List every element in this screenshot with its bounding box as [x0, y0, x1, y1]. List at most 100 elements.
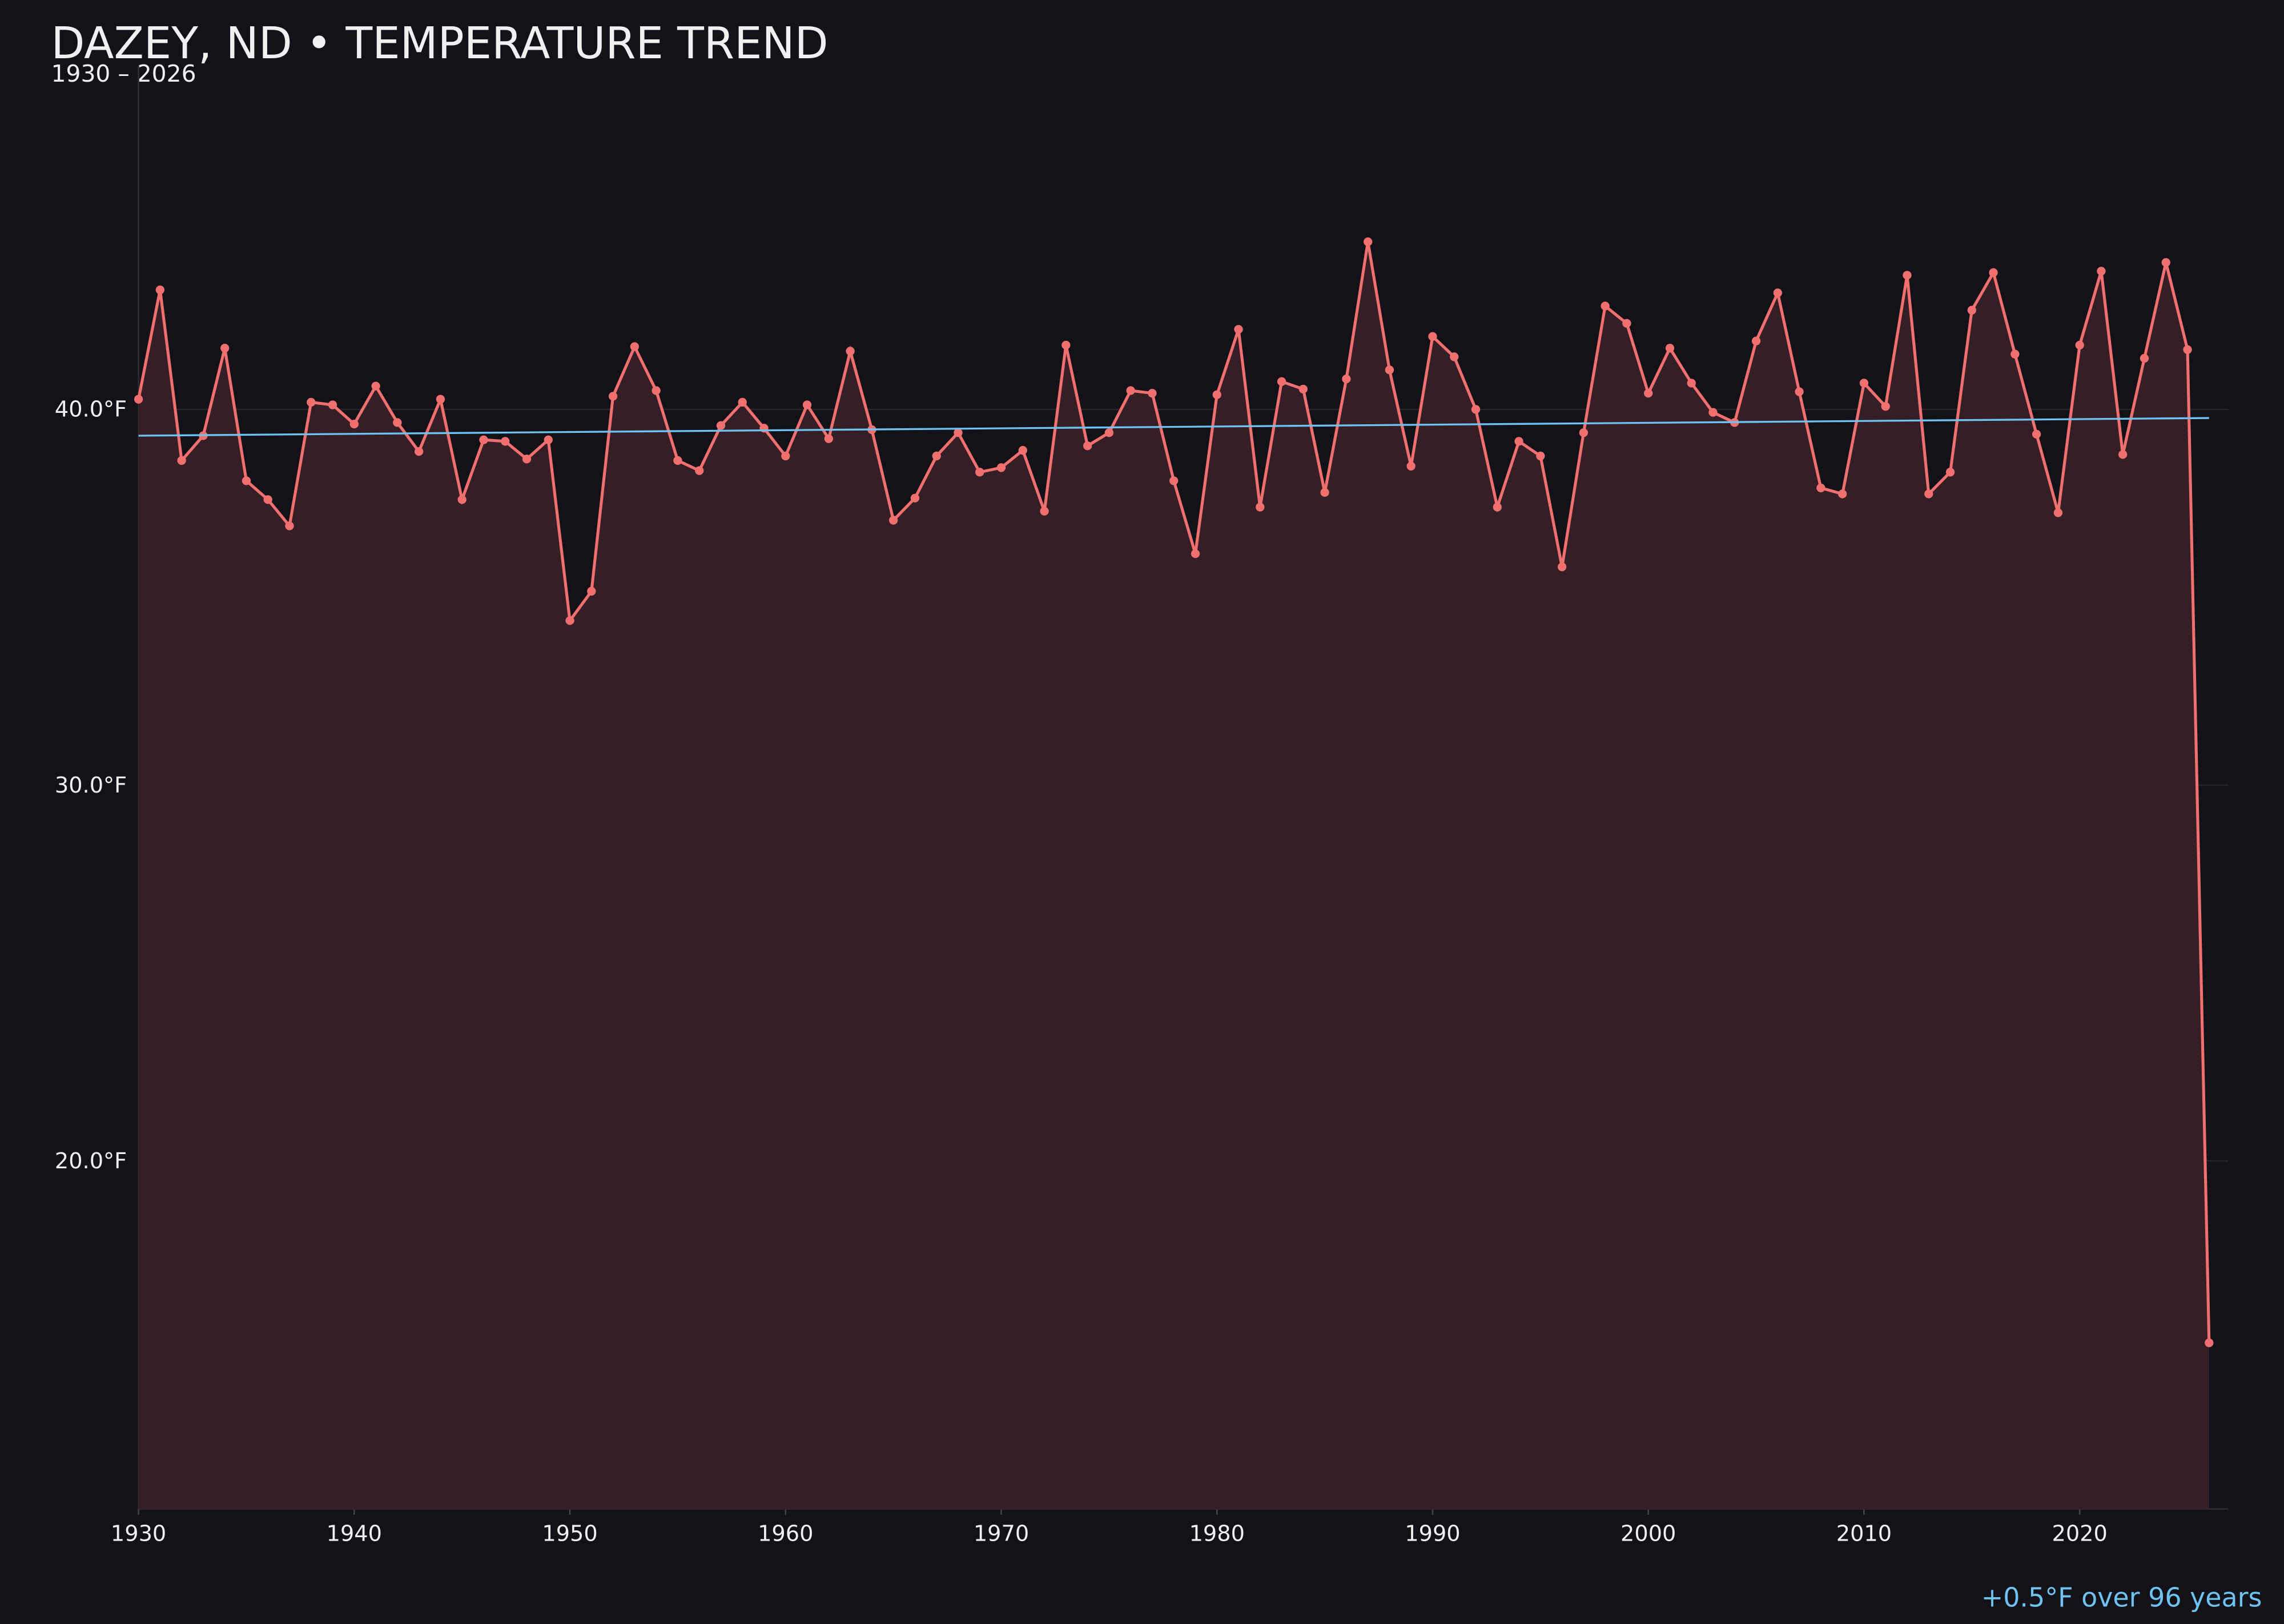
point: [910, 493, 920, 503]
point: [1924, 489, 1933, 499]
point: [285, 521, 294, 530]
point: [781, 451, 790, 461]
x-tick-label: 1980: [1189, 1521, 1245, 1547]
point: [1579, 428, 1589, 437]
trend-line: [138, 417, 2209, 437]
point: [888, 516, 898, 525]
trend-annotation: +0.5°F over 96 years: [1981, 1582, 2262, 1613]
point: [2010, 349, 2020, 359]
point: [1061, 340, 1071, 350]
point: [846, 347, 855, 356]
point: [457, 495, 467, 504]
x-tick-label: 2000: [1620, 1521, 1676, 1547]
point: [716, 421, 726, 430]
point: [414, 447, 424, 456]
y-tick-label: 30.0°F: [55, 773, 127, 798]
point: [1191, 549, 1200, 558]
point: [328, 400, 337, 409]
point: [1989, 268, 1998, 278]
point: [155, 286, 165, 295]
point: [2205, 1338, 2214, 1348]
point: [1945, 468, 1955, 477]
point: [371, 381, 380, 391]
point: [1148, 388, 1157, 398]
point: [1838, 489, 1847, 499]
point: [824, 434, 833, 443]
x-tick-label: 1990: [1405, 1521, 1460, 1547]
point: [1471, 405, 1481, 414]
point: [1256, 503, 1265, 512]
point: [652, 386, 661, 395]
point: [1751, 336, 1761, 345]
point: [1536, 451, 1545, 461]
point: [242, 476, 251, 485]
point: [1816, 483, 1825, 493]
point: [1342, 374, 1351, 384]
point: [802, 400, 812, 409]
x-tick-label: 1950: [542, 1521, 597, 1547]
point: [1622, 319, 1631, 328]
point: [134, 395, 143, 404]
point: [932, 451, 941, 461]
point: [1385, 365, 1394, 375]
point: [1018, 446, 1027, 455]
point: [2118, 450, 2128, 459]
point: [2161, 258, 2170, 267]
x-tick-label: 2010: [1836, 1521, 1892, 1547]
point: [2053, 508, 2063, 517]
point: [996, 463, 1006, 472]
point: [349, 419, 359, 429]
point: [1665, 344, 1675, 353]
chart-subtitle: 1930 – 2026: [51, 60, 196, 87]
y-tick-label: 20.0°F: [55, 1148, 127, 1174]
point: [522, 455, 532, 464]
point: [1234, 325, 1243, 334]
point: [1514, 437, 1523, 446]
point: [393, 418, 402, 427]
point: [1687, 379, 1696, 388]
point: [565, 616, 574, 625]
point: [1406, 461, 1416, 471]
point: [587, 586, 596, 596]
point: [1212, 390, 1221, 399]
x-tick-label: 1930: [111, 1521, 166, 1547]
point: [630, 342, 640, 351]
point: [1967, 305, 1976, 315]
point: [1773, 288, 1782, 298]
point: [1277, 377, 1286, 386]
point: [1298, 384, 1308, 394]
point: [2032, 429, 2041, 439]
point: [695, 466, 704, 475]
area: [138, 242, 2209, 1509]
x-tick-label: 1970: [974, 1521, 1029, 1547]
y-tick-label: 40.0°F: [55, 397, 127, 423]
point: [544, 435, 553, 444]
point: [1364, 237, 1373, 247]
point: [1450, 352, 1459, 361]
point: [673, 456, 682, 465]
point: [307, 397, 316, 407]
point: [479, 435, 488, 444]
x-tick-label: 1940: [327, 1521, 382, 1547]
x-tick-label: 2020: [2052, 1521, 2107, 1547]
point: [263, 495, 272, 504]
x-tick-label: 1960: [758, 1521, 813, 1547]
point: [2075, 340, 2084, 350]
point: [1083, 441, 1092, 451]
point: [501, 437, 510, 446]
point: [2140, 353, 2149, 363]
point: [1859, 379, 1869, 388]
point: [1320, 488, 1329, 497]
point: [608, 392, 618, 401]
point: [1557, 562, 1567, 572]
point: [220, 344, 230, 353]
point: [1795, 387, 1804, 396]
point: [954, 428, 963, 437]
point: [1903, 271, 1912, 280]
point: [2097, 267, 2106, 276]
point: [1040, 507, 1049, 516]
point: [738, 397, 747, 407]
point: [975, 468, 984, 477]
chart-title: DAZEY, ND • TEMPERATURE TREND: [51, 18, 829, 69]
